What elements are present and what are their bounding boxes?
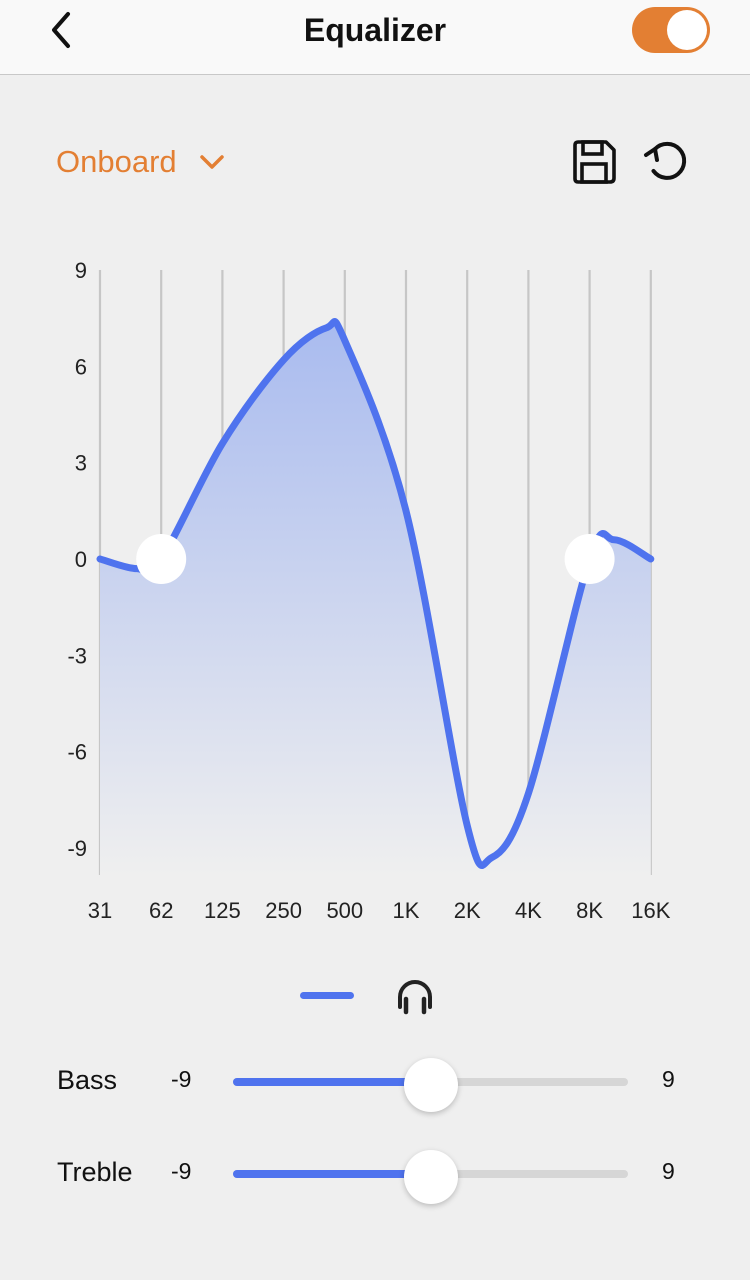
y-tick-label: 6: [75, 354, 87, 379]
preset-label: Onboard: [56, 144, 177, 179]
treble-max-label: 9: [662, 1158, 675, 1184]
x-tick-label: 500: [326, 898, 363, 923]
bass-max-label: 9: [662, 1066, 675, 1092]
band-handle-62[interactable]: [136, 534, 187, 584]
bass-slider-fill: [233, 1078, 431, 1086]
save-icon: [573, 140, 616, 184]
y-tick-label: 0: [75, 547, 87, 572]
x-tick-label: 125: [204, 898, 241, 923]
chevron-down-icon: [199, 154, 225, 170]
x-tick-label: 2K: [454, 898, 481, 923]
toggle-knob: [667, 10, 707, 50]
treble-slider-thumb[interactable]: [403, 1150, 458, 1204]
bass-slider-row: Bass -9 9: [0, 1052, 750, 1112]
back-button[interactable]: [38, 6, 82, 54]
y-tick-label: -9: [67, 836, 87, 861]
band-handle-8K[interactable]: [564, 534, 615, 584]
treble-label: Treble: [57, 1157, 133, 1187]
y-tick-label: 3: [75, 451, 87, 476]
treble-slider-row: Treble -9 9: [0, 1144, 750, 1204]
bass-label: Bass: [57, 1065, 118, 1095]
treble-min-label: -9: [171, 1158, 192, 1184]
save-button[interactable]: [566, 134, 622, 190]
y-tick-label: 9: [75, 258, 87, 283]
preset-selector[interactable]: Onboard: [56, 140, 225, 184]
treble-slider-fill: [233, 1170, 431, 1178]
x-tick-label: 16K: [631, 898, 670, 923]
treble-slider[interactable]: [233, 1150, 628, 1204]
bass-min-label: -9: [171, 1066, 192, 1092]
eq-curve-line: [96, 318, 655, 869]
headphones-icon: [392, 972, 438, 1018]
bass-slider[interactable]: [233, 1058, 628, 1112]
x-tick-label: 31: [88, 898, 112, 923]
x-tick-label: 4K: [515, 898, 542, 923]
eq-graph[interactable]: 9 6 3 0 -3 -6 -9 31 62 125 250 500 1K 2K 4K 8K 16K: [0, 250, 750, 940]
curve-legend-line: [300, 991, 354, 999]
reset-icon: [644, 141, 687, 180]
legend: [300, 972, 438, 1018]
reset-button[interactable]: [638, 134, 696, 190]
y-tick-label: -3: [67, 643, 87, 668]
back-chevron-icon: [52, 12, 70, 48]
header-bar: Equalizer: [0, 0, 750, 75]
y-tick-label: -6: [67, 740, 87, 765]
x-tick-label: 62: [149, 898, 173, 923]
equalizer-toggle[interactable]: [632, 7, 710, 53]
curve-area-fill: [100, 321, 651, 875]
x-tick-label: 1K: [393, 898, 420, 923]
bass-slider-thumb[interactable]: [403, 1058, 458, 1112]
x-tick-label: 8K: [576, 898, 603, 923]
page-title: Equalizer: [303, 12, 447, 48]
x-tick-label: 250: [265, 898, 302, 923]
